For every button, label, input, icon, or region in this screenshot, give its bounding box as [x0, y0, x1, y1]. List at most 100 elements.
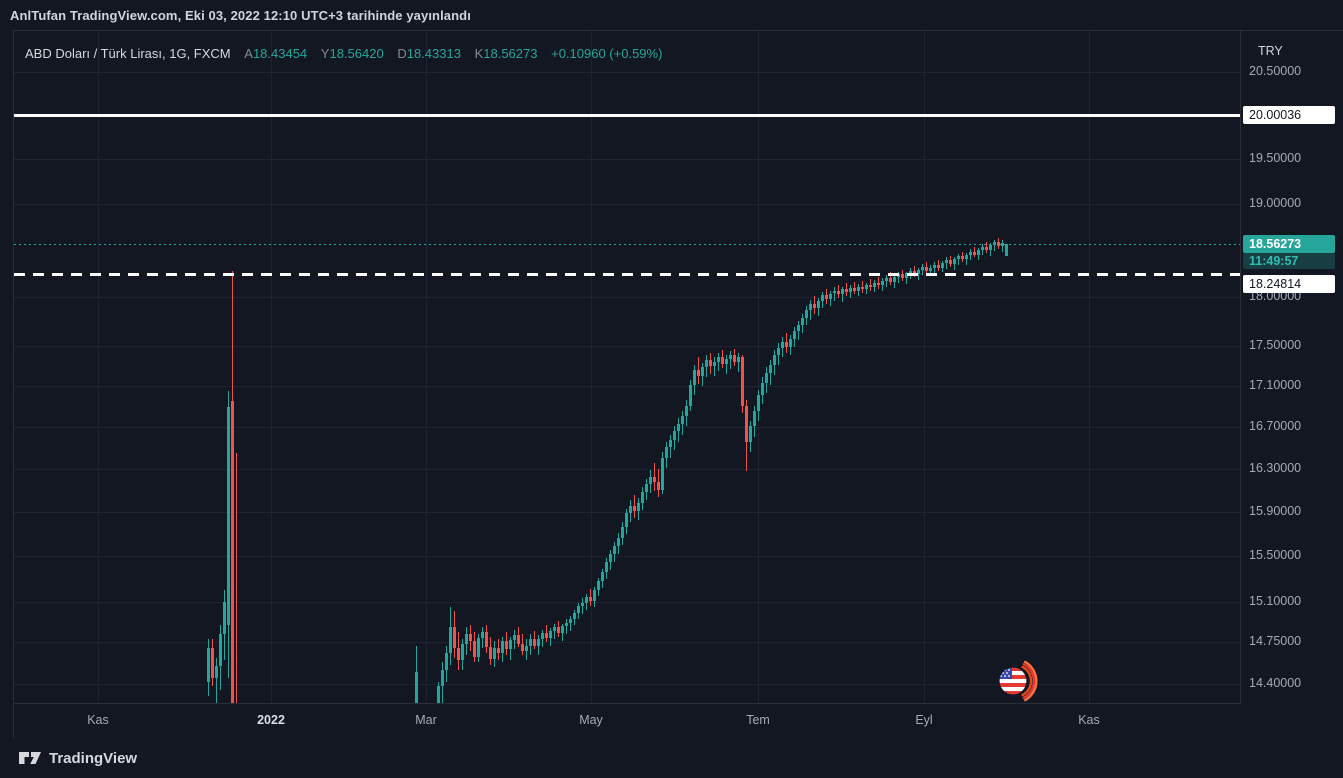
price-tick-label: 20.50000	[1249, 64, 1302, 78]
price-gridline	[14, 158, 1240, 160]
tradingview-logo[interactable]: TradingView	[18, 748, 137, 768]
candle-wick	[726, 355, 727, 375]
candle-body	[537, 638, 540, 646]
candle-body	[685, 405, 688, 416]
time-axis-label: Mar	[415, 713, 437, 727]
candle-body	[885, 278, 888, 282]
time-axis-label: Kas	[87, 713, 109, 727]
candle-body	[661, 457, 664, 490]
candle-body	[917, 269, 920, 275]
candle-body	[737, 357, 740, 363]
candle-body	[609, 554, 612, 563]
close-value: 18.56273	[483, 46, 538, 61]
price-gridline	[14, 601, 1240, 603]
candle-body	[597, 581, 600, 591]
candle-wick	[482, 627, 483, 649]
candle-body	[857, 286, 860, 291]
price-tick-label: 17.50000	[1249, 338, 1302, 353]
price-gridline	[14, 72, 1240, 73]
candle-body	[649, 476, 652, 485]
candle-wick	[738, 353, 739, 373]
candle-wick	[982, 244, 983, 256]
candle-body	[705, 360, 708, 368]
chart-plot[interactable]: ABD Doları / Türk Lirası, 1G, FXCM A18.4…	[14, 31, 1241, 704]
time-gridline	[924, 31, 925, 703]
time-gridline	[591, 31, 592, 703]
candle-body	[545, 633, 548, 638]
candle-body	[725, 359, 728, 365]
candle-body	[657, 482, 660, 490]
candle-body	[207, 648, 210, 682]
candle-body	[901, 274, 904, 279]
candle-body	[415, 672, 418, 703]
candle-body	[777, 348, 780, 356]
symbol-title[interactable]: ABD Doları / Türk Lirası, 1G, FXCM	[25, 46, 231, 61]
time-axis-label: Eyl	[915, 713, 933, 727]
candle-body	[865, 284, 868, 289]
candle-body	[769, 365, 772, 374]
candle-body	[441, 669, 444, 687]
candle-body	[905, 273, 908, 279]
candle-body	[485, 631, 488, 648]
candle-body	[981, 247, 984, 250]
price-tick-label: 16.30000	[1249, 461, 1302, 476]
candle-wick	[898, 271, 899, 283]
candle-body	[553, 627, 556, 631]
candle-body	[593, 590, 596, 601]
candle-body	[785, 342, 788, 348]
attribution-text: AnlTufan TradingView.com, Eki 03, 2022 1…	[10, 7, 471, 23]
candle-body	[897, 274, 900, 278]
candle-body	[745, 405, 748, 442]
candle-body	[817, 301, 820, 308]
candle-body	[945, 260, 948, 264]
footer-bar: TradingView	[0, 738, 1343, 778]
candle-body	[953, 259, 956, 264]
price-tick-label: 15.10000	[1249, 593, 1302, 608]
candle-body	[231, 401, 234, 703]
time-gridline	[271, 31, 272, 703]
high-label: Y	[320, 46, 330, 61]
candle-body	[805, 309, 808, 318]
price-level-line	[14, 272, 1240, 276]
candle-body	[497, 648, 500, 653]
candle-body	[645, 484, 648, 492]
candle-body	[977, 249, 980, 255]
candle-wick	[930, 264, 931, 277]
candle-body	[513, 635, 516, 641]
candle-body	[677, 424, 680, 432]
low-label: D	[397, 46, 407, 61]
candle-body	[697, 370, 700, 377]
price-gridline	[14, 469, 1240, 471]
time-gridline	[1089, 31, 1090, 703]
bar-countdown: 11:49:57	[1243, 253, 1335, 269]
attribution-bar: AnlTufan TradingView.com, Eki 03, 2022 1…	[0, 0, 1343, 30]
price-axis[interactable]: TRY 20.50000 19.50000 19.00000 18.00000 17.5…	[1241, 31, 1343, 739]
candle-body	[913, 270, 916, 275]
price-gridline	[14, 684, 1240, 685]
candle-body	[797, 325, 800, 332]
candle-body	[989, 245, 992, 250]
candle-body	[929, 267, 932, 271]
candle-body	[949, 260, 952, 264]
candle-body	[861, 286, 864, 289]
candle-body	[853, 287, 856, 291]
price-tick-label: 15.90000	[1249, 504, 1302, 519]
candle-body	[573, 613, 576, 620]
time-gridline	[426, 31, 427, 703]
candle-body	[589, 597, 592, 601]
candle-body	[445, 652, 448, 670]
candle-wick	[834, 286, 835, 302]
open-label: A	[244, 46, 253, 61]
price-tick-label: 19.00000	[1249, 195, 1302, 210]
candle-body	[873, 282, 876, 287]
candle-body	[877, 282, 880, 285]
candle-wick	[730, 351, 731, 370]
candle-body	[969, 251, 972, 255]
candle-body	[757, 395, 760, 411]
time-gridline	[758, 31, 759, 703]
candle-body	[605, 562, 608, 573]
candle-body	[457, 648, 460, 661]
time-axis[interactable]: Kas 2022 Mar May Tem Eyl Kas	[14, 704, 1241, 738]
price-gridline	[14, 556, 1240, 558]
candle-body	[837, 290, 840, 295]
